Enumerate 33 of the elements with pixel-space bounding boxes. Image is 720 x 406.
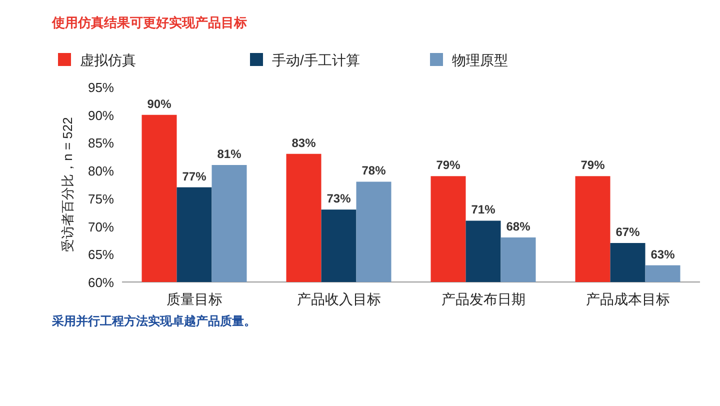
- data-label: 71%: [471, 202, 496, 217]
- legend-item: 物理原型: [430, 52, 508, 68]
- data-label: 83%: [292, 136, 316, 150]
- y-tick-label: 60%: [88, 275, 114, 290]
- text: 采用并行工程方法实现卓越产品质量。: [51, 314, 256, 328]
- data-label: 79%: [580, 158, 606, 172]
- data-label: 73%: [326, 192, 352, 206]
- y-axis-title: 受访者百分比，n = 522: [60, 117, 75, 252]
- legend-label: 手动/手工计算: [272, 52, 360, 68]
- y-tick-label: 85%: [88, 136, 114, 151]
- y-tick-label: 80%: [88, 164, 114, 179]
- y-tick-label: 75%: [88, 191, 114, 206]
- data-label: 67%: [616, 225, 640, 239]
- x-tick-label: 产品成本目标: [586, 291, 670, 307]
- data-label: 68%: [506, 219, 531, 234]
- x-tick-label: 产品发布日期: [441, 291, 526, 307]
- data-label: 78%: [362, 164, 386, 178]
- data-label: 79%: [436, 158, 461, 172]
- data-label: 63%: [650, 247, 676, 262]
- x-tick-label: 质量目标: [166, 291, 222, 307]
- data-label: 81%: [217, 147, 242, 161]
- y-tick-label: 65%: [88, 247, 114, 262]
- legend-item: 虚拟仿真: [58, 52, 136, 68]
- chart-title: 使用仿真结果可更好实现产品目标: [51, 15, 247, 30]
- y-tick-label: 95%: [88, 80, 114, 95]
- y-tick-label: 90%: [88, 108, 114, 123]
- x-tick-label: 产品收入目标: [296, 291, 381, 307]
- legend-label: 物理原型: [452, 52, 508, 68]
- y-tick-label: 70%: [88, 219, 114, 234]
- legend-item: 手动/手工计算: [250, 52, 360, 68]
- data-label: 77%: [182, 169, 207, 184]
- data-label: 90%: [147, 96, 172, 111]
- legend-label: 虚拟仿真: [80, 52, 136, 68]
